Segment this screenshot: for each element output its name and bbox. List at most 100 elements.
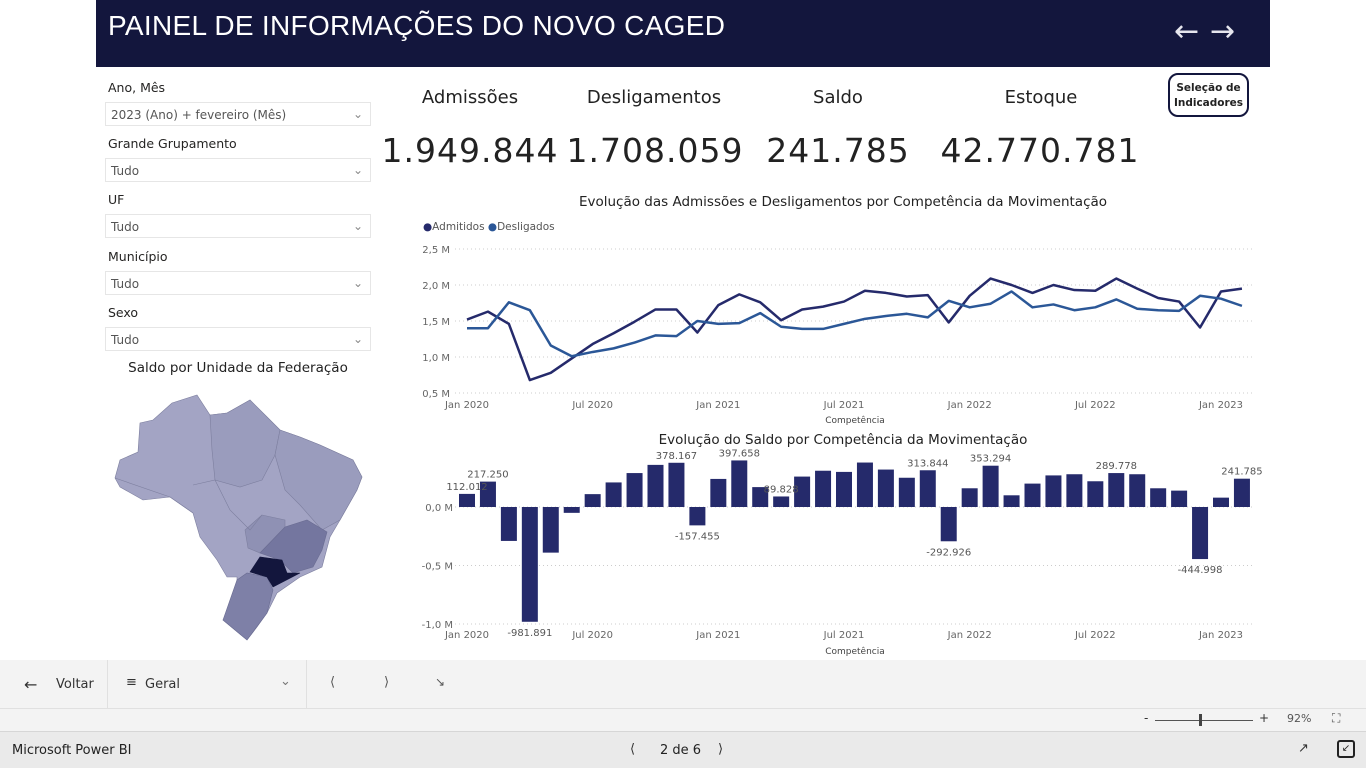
legend-desligados[interactable]: Desligados bbox=[497, 221, 555, 233]
back-arrow-icon[interactable]: ← bbox=[1174, 14, 1200, 49]
map-border bbox=[114, 477, 194, 514]
page-list-icon: ≡ bbox=[126, 675, 137, 690]
x-tick-label: Jan 2022 bbox=[947, 630, 992, 641]
saldo-bar bbox=[605, 482, 622, 507]
saldo-bar bbox=[1066, 474, 1083, 507]
app-name: Microsoft Power BI bbox=[12, 743, 132, 758]
map-region-northeast[interactable] bbox=[274, 429, 363, 531]
kpi-saldo-value: 241.785 bbox=[766, 131, 910, 170]
share-icon[interactable]: ↗ bbox=[1298, 741, 1309, 756]
line-chart[interactable]: 0,5 M 1,0 M 1,5 M 2,0 M 2,5 M Jan 2020 Jul 202… bbox=[0, 0, 1366, 430]
saldo-bar bbox=[710, 478, 727, 507]
report-header: PAINEL DE INFORMAÇÕES DO NOVO CAGED ← → bbox=[96, 0, 1270, 67]
saldo-bar bbox=[479, 481, 496, 507]
saldo-bar bbox=[961, 488, 978, 507]
chevron-down-icon: ⌄ bbox=[352, 163, 363, 177]
fit-to-page-icon[interactable]: ⛶ bbox=[1332, 711, 1341, 725]
previous-page-icon[interactable]: ⟨ bbox=[330, 675, 336, 690]
data-label: -981.891 bbox=[507, 628, 552, 639]
collapse-icon[interactable]: ↘ bbox=[435, 675, 446, 689]
selection-button-line1: Seleção de bbox=[1176, 82, 1241, 94]
back-arrow-icon[interactable]: ← bbox=[24, 675, 38, 694]
x-tick-label: Jan 2021 bbox=[695, 630, 740, 641]
next-page-icon[interactable]: ⟩ bbox=[718, 742, 724, 757]
x-tick-label: Jan 2022 bbox=[947, 400, 992, 411]
chevron-down-icon[interactable]: ⌄ bbox=[280, 674, 291, 689]
data-label: 217.250 bbox=[467, 470, 508, 481]
map-title: Saldo por Unidade da Federação bbox=[128, 360, 348, 376]
kpi-estoque-label: Estoque bbox=[1004, 87, 1078, 108]
kpi-desligamentos-value: 1.708.059 bbox=[566, 131, 744, 170]
filter-value: Tudo bbox=[111, 164, 140, 178]
filter-grande-grupamento-dropdown[interactable]: Tudo ⌄ bbox=[105, 158, 371, 182]
filter-uf-dropdown[interactable]: Tudo ⌄ bbox=[105, 214, 371, 238]
zoom-in-button[interactable]: + bbox=[1259, 711, 1270, 725]
saldo-bar bbox=[521, 507, 538, 622]
saldo-bar bbox=[794, 476, 811, 507]
saldo-bar bbox=[877, 469, 894, 507]
map-region-sul[interactable] bbox=[222, 572, 274, 641]
data-label: -444.998 bbox=[1178, 565, 1223, 576]
filter-label-municipio: Município bbox=[108, 249, 168, 264]
data-label: 313.844 bbox=[907, 458, 948, 469]
next-page-icon[interactable]: ⟩ bbox=[384, 675, 390, 690]
filter-label-grande-grupamento: Grande Grupamento bbox=[108, 136, 237, 151]
saldo-bar bbox=[1150, 488, 1167, 507]
y-tick-label: -1,0 M bbox=[422, 620, 453, 631]
forward-arrow-icon[interactable]: → bbox=[1210, 14, 1236, 49]
data-label: 89.828 bbox=[764, 484, 799, 495]
data-label: 353.294 bbox=[970, 454, 1011, 465]
selecao-indicadores-button[interactable]: Seleção de Indicadores bbox=[1168, 73, 1249, 117]
series-line-desligados bbox=[467, 290, 1243, 358]
saldo-bar bbox=[459, 493, 475, 507]
chevron-down-icon: ⌄ bbox=[352, 276, 363, 290]
zoom-bar: - + 92% ⛶ bbox=[0, 709, 1366, 732]
zoom-out-button[interactable]: - bbox=[1144, 711, 1149, 725]
zoom-slider-thumb[interactable] bbox=[1199, 714, 1202, 726]
voltar-button[interactable]: Voltar bbox=[56, 677, 94, 692]
saldo-bar bbox=[898, 477, 915, 507]
data-label: 378.167 bbox=[656, 451, 697, 462]
x-tick-label: Jan 2020 bbox=[444, 400, 489, 411]
report-navigation-bar: ← Voltar ≡ Geral ⌄ ⟨ ⟩ ↘ bbox=[0, 660, 1366, 709]
line-chart-legend: ●Admitidos ●Desligados bbox=[423, 221, 555, 233]
filter-value: Tudo bbox=[111, 220, 140, 234]
filter-municipio-dropdown[interactable]: Tudo ⌄ bbox=[105, 271, 371, 295]
kpi-admissoes-label: Admissões bbox=[421, 87, 519, 108]
legend-dot-icon: ● bbox=[423, 221, 433, 233]
filter-ano-mes-dropdown[interactable]: 2023 (Ano) + fevereiro (Mês) ⌄ bbox=[105, 102, 371, 126]
filter-label-uf: UF bbox=[108, 192, 125, 207]
bar-chart-title: Evolução do Saldo por Competência da Mov… bbox=[658, 432, 1028, 448]
saldo-bar bbox=[584, 494, 601, 507]
zoom-slider-track[interactable] bbox=[1155, 720, 1253, 721]
saldo-bar bbox=[752, 487, 769, 507]
page-select-dropdown[interactable]: Geral bbox=[145, 677, 180, 692]
saldo-bar bbox=[626, 473, 643, 507]
x-axis-title: Competência bbox=[825, 646, 885, 657]
previous-page-icon[interactable]: ⟨ bbox=[630, 742, 636, 757]
filter-sexo-dropdown[interactable]: Tudo ⌄ bbox=[105, 327, 371, 351]
x-tick-label: Jan 2021 bbox=[695, 400, 740, 411]
zoom-level: 92% bbox=[1287, 712, 1312, 725]
map-region-minas-gerais[interactable] bbox=[259, 519, 328, 574]
map-region-sao-paulo[interactable] bbox=[249, 556, 301, 588]
kpi-estoque-value: 42.770.781 bbox=[940, 131, 1140, 170]
fullscreen-icon[interactable]: ↙ bbox=[1337, 740, 1355, 758]
saldo-bar bbox=[563, 507, 580, 513]
x-tick-label: Jul 2021 bbox=[823, 630, 865, 641]
legend-dot-icon: ● bbox=[487, 221, 498, 233]
saldo-bar bbox=[500, 507, 517, 541]
saldo-bar bbox=[1108, 473, 1125, 507]
saldo-bar bbox=[815, 470, 832, 507]
kpi-saldo-label: Saldo bbox=[813, 87, 863, 108]
x-tick-label: Jul 2022 bbox=[1074, 630, 1116, 641]
y-tick-label: 1,5 M bbox=[422, 317, 450, 328]
data-label: 241.785 bbox=[1221, 467, 1262, 478]
x-tick-label: Jan 2023 bbox=[1198, 630, 1243, 641]
legend-admitidos[interactable]: Admitidos bbox=[432, 221, 485, 233]
saldo-bar bbox=[1045, 475, 1062, 507]
brazil-map[interactable] bbox=[0, 0, 400, 660]
data-label: 289.778 bbox=[1096, 461, 1137, 472]
saldo-bar bbox=[1192, 507, 1209, 560]
